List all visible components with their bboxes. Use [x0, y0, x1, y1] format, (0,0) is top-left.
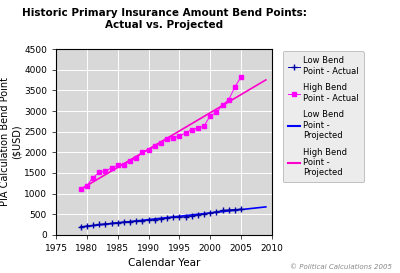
Legend: Low Bend
Point - Actual, High Bend
Point - Actual, Low Bend
Point -
Projected, H: Low Bend Point - Actual, High Bend Point…: [283, 51, 364, 182]
Y-axis label: PIA Calculation Bend Point
($USD): PIA Calculation Bend Point ($USD): [0, 78, 21, 206]
X-axis label: Calendar Year: Calendar Year: [128, 258, 200, 268]
Text: © Political Calculations 2005: © Political Calculations 2005: [290, 264, 392, 270]
Text: Historic Primary Insurance Amount Bend Points:
Actual vs. Projected: Historic Primary Insurance Amount Bend P…: [22, 8, 306, 30]
